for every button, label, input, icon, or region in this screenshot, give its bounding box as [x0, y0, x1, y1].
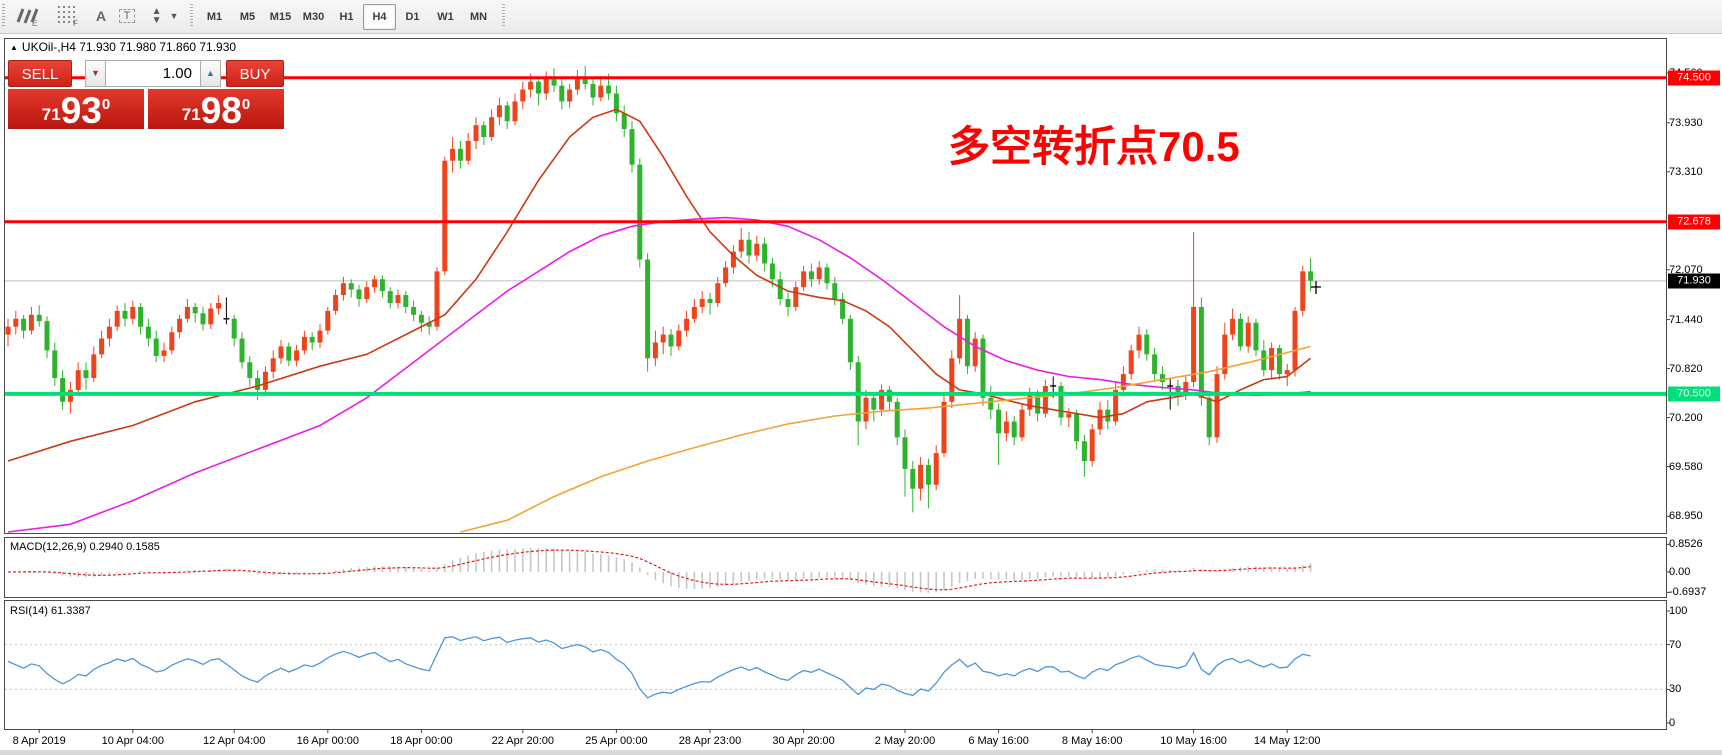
- tf-button-H4[interactable]: H4: [363, 4, 396, 30]
- tf-button-M30[interactable]: M30: [302, 11, 325, 23]
- chart-title-text: UKOil-,H4 71.930 71.980 71.860 71.930: [21, 40, 237, 54]
- sell-price-display[interactable]: 71 93 0: [8, 89, 144, 129]
- text-a-icon[interactable]: A: [95, 8, 107, 24]
- x-axis-label: 22 Apr 20:00: [491, 735, 554, 747]
- toolbar: E F A T ▲ ▼ ▼ M1 M5 M15 M30 H1 H4 D1 W1 MN: [0, 0, 1722, 34]
- x-axis-label: 16 Apr 00:00: [296, 735, 359, 747]
- rsi-line: [7, 636, 1311, 699]
- rsi-tick-100: 100: [1669, 605, 1688, 617]
- price-badge-72.678: 72.678: [1668, 214, 1720, 230]
- sell-price-big: 93: [60, 90, 102, 131]
- tf-button-MN[interactable]: MN: [469, 11, 488, 23]
- x-axis-label: 10 Apr 04:00: [101, 735, 164, 747]
- textbox-t-icon[interactable]: T: [116, 3, 138, 29]
- x-axis-label: 8 Apr 2019: [12, 735, 66, 747]
- x-axis-label: 8 May 16:00: [1061, 735, 1123, 747]
- arrows-tool-dropdown-icon[interactable]: ▲ ▼ ▼: [151, 6, 179, 26]
- price-badge-71.930: 71.930: [1668, 273, 1720, 289]
- rsi-tick-30: 30: [1669, 683, 1682, 696]
- x-axis-label: 30 Apr 20:00: [772, 735, 835, 747]
- sell-price-sup: 0: [101, 96, 111, 113]
- price-badge-74.500: 74.500: [1668, 70, 1720, 86]
- macd-signal-line: [7, 549, 1311, 591]
- x-axis-label: 28 Apr 23:00: [678, 735, 742, 747]
- tf-button-M15[interactable]: M15: [269, 11, 292, 23]
- chart-hatch-e-icon[interactable]: E: [8, 3, 44, 29]
- rsi-tick-70: 70: [1669, 638, 1682, 651]
- macd-tick--0.6937: -0.6937: [1669, 586, 1707, 599]
- toolbar-grip: [2, 4, 5, 28]
- grid-f-icon[interactable]: F: [52, 3, 84, 29]
- price-tick-68.950: 68.950: [1669, 510, 1703, 523]
- buy-price-prefix: 71: [181, 105, 201, 124]
- toolbar-separator: [190, 4, 193, 28]
- sell-button[interactable]: SELL: [8, 60, 72, 87]
- x-axis-label: 10 May 16:00: [1160, 735, 1227, 747]
- toolbar-separator-2: [502, 4, 505, 28]
- volume-spin-up[interactable]: ▲: [200, 60, 221, 87]
- panel-border-1: [4, 537, 1667, 598]
- price-badge-70.500: 70.500: [1668, 386, 1720, 402]
- sell-price-prefix: 71: [41, 105, 61, 124]
- tf-button-M1[interactable]: M1: [206, 11, 223, 23]
- x-axis-label: 6 May 16:00: [968, 735, 1029, 747]
- panel-border-0: [4, 38, 1667, 534]
- price-tick-70.200: 70.200: [1669, 411, 1703, 424]
- tf-button-D1[interactable]: D1: [405, 11, 420, 23]
- tf-button-M5[interactable]: M5: [239, 11, 256, 23]
- x-axis-label: 25 Apr 00:00: [585, 735, 648, 747]
- chart-text-annotation: 多空转折点70.5: [948, 123, 1240, 170]
- price-tick-70.820: 70.820: [1669, 362, 1703, 375]
- price-tick-72.070: 72.070: [1669, 263, 1703, 276]
- collapse-triangle-icon[interactable]: ▲: [10, 43, 18, 52]
- tf-button-H1[interactable]: H1: [339, 11, 354, 23]
- macd-tick-0.8526: 0.8526: [1669, 538, 1703, 551]
- x-axis-label: 12 Apr 04:00: [202, 735, 266, 747]
- svg-text:F: F: [73, 19, 78, 26]
- ma-mid-magenta: [7, 216, 1311, 533]
- panel-border-2: [4, 600, 1667, 730]
- price-tick-69.580: 69.580: [1669, 460, 1703, 473]
- buy-price-display[interactable]: 71 98 0: [148, 89, 284, 129]
- tf-button-W1[interactable]: W1: [437, 11, 454, 23]
- buy-button[interactable]: BUY: [226, 60, 284, 87]
- chart-title: ▲ UKOil-,H4 71.930 71.980 71.860 71.930: [10, 40, 236, 54]
- volume-input[interactable]: [105, 60, 201, 87]
- x-axis-label: 2 May 20:00: [874, 735, 936, 747]
- rsi-tick-0: 0: [1669, 717, 1676, 729]
- macd-tick-0.00: 0.00: [1669, 566, 1691, 578]
- rsi-panel-title: RSI(14) 61.3387: [10, 605, 91, 617]
- price-tick-73.310: 73.310: [1669, 165, 1703, 178]
- volume-spin-down[interactable]: ▼: [85, 60, 106, 87]
- ma-fast-red: [7, 108, 1312, 462]
- price-tick-73.930: 73.930: [1669, 116, 1703, 129]
- buy-price-sup: 0: [241, 96, 251, 113]
- svg-text:E: E: [32, 19, 37, 26]
- ma-slow-orange: [460, 345, 1311, 533]
- x-axis-label: 18 Apr 00:00: [390, 735, 453, 747]
- buy-price-big: 98: [200, 90, 242, 131]
- price-tick-71.440: 71.440: [1669, 313, 1703, 326]
- bottom-strip: [0, 750, 1722, 755]
- macd-panel-title: MACD(12,26,9) 0.2940 0.1585: [10, 541, 160, 553]
- x-axis-label: 14 May 12:00: [1253, 735, 1321, 747]
